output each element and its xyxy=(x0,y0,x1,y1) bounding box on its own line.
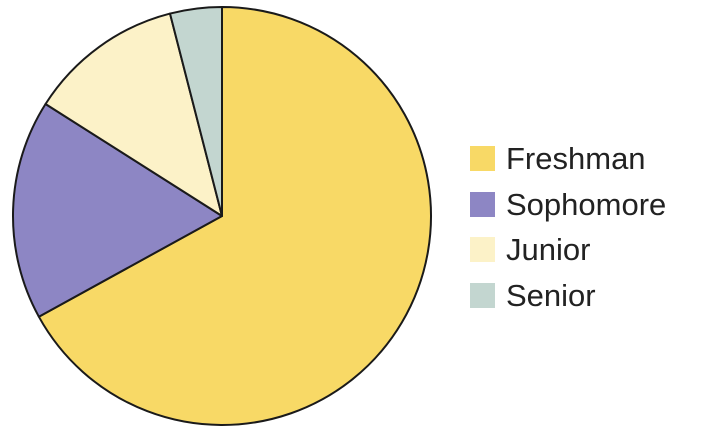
legend-label-senior: Senior xyxy=(506,277,596,313)
pie-slice-freshman xyxy=(37,6,432,426)
pie-slice-junior xyxy=(44,12,223,217)
legend-item-freshman: Freshman xyxy=(470,136,666,182)
legend-item-sophomore: Sophomore xyxy=(470,182,666,228)
legend-label-sophomore: Sophomore xyxy=(506,186,667,222)
chart-legend: Freshman Sophomore Junior Senior xyxy=(470,136,666,318)
pie-slices xyxy=(12,6,432,426)
legend-swatch-junior xyxy=(470,237,495,263)
legend-item-junior: Junior xyxy=(470,227,666,273)
legend-swatch-sophomore xyxy=(470,191,495,217)
legend-label-freshman: Freshman xyxy=(506,141,646,177)
legend-item-senior: Senior xyxy=(470,273,666,319)
legend-label-junior: Junior xyxy=(506,232,591,268)
pie-slice-senior xyxy=(169,6,223,217)
legend-swatch-freshman xyxy=(470,146,495,172)
legend-swatch-senior xyxy=(470,282,495,308)
pie-slice-sophomore xyxy=(12,103,223,318)
